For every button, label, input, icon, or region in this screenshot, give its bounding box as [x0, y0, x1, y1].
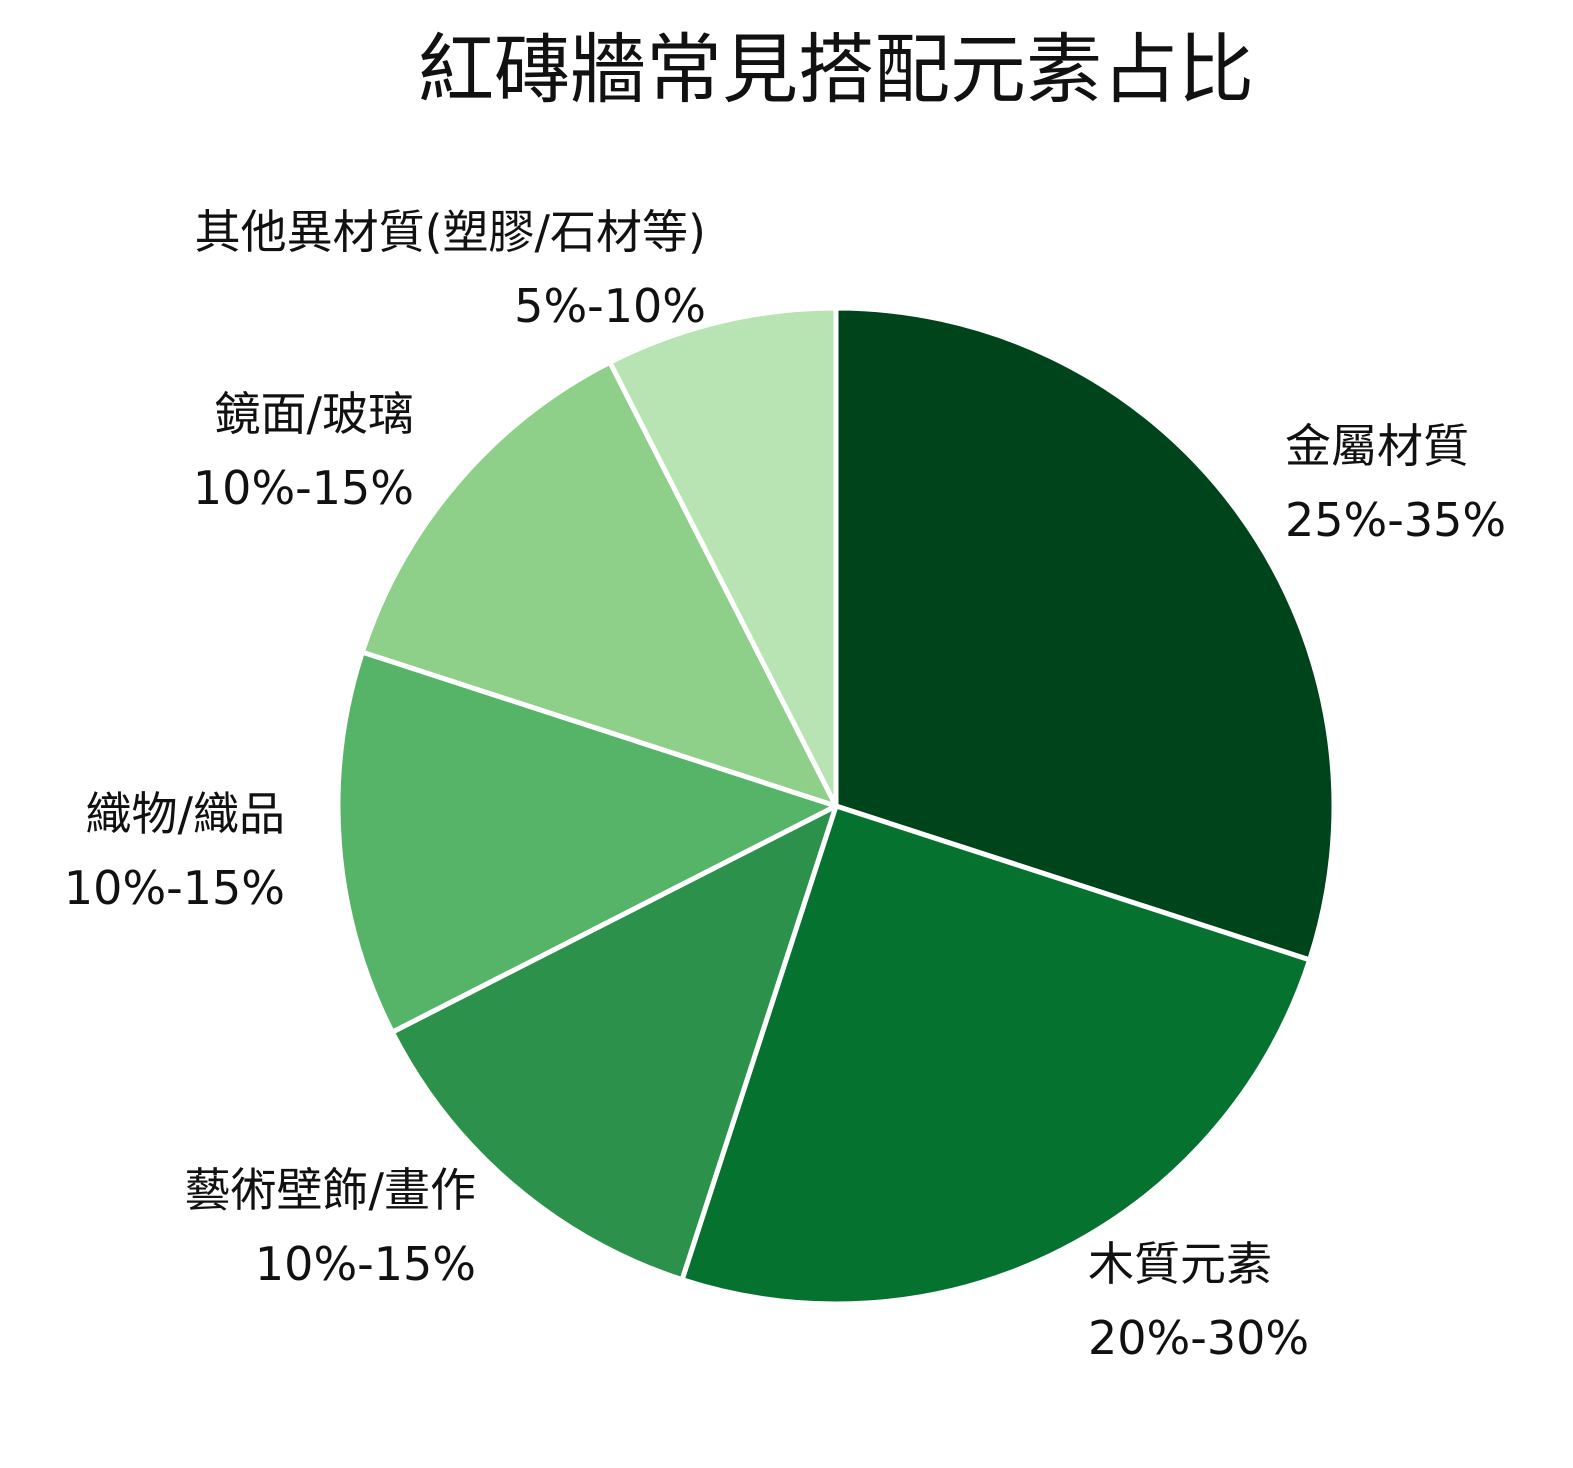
slice-label-range: 20%-30%: [1088, 1311, 1309, 1365]
chart-title: 紅磚牆常見搭配元素占比: [418, 25, 1254, 114]
pie-slice-1: [679, 803, 1313, 1307]
pie-labels: 金屬材質25%-35%木質元素20%-30%藝術壁飾/畫作10%-15%織物/織…: [64, 205, 1506, 1365]
slice-label-range: 25%-35%: [1285, 493, 1506, 547]
slice-label-name: 木質元素: [1088, 1237, 1272, 1291]
pie-slice-0: [833, 305, 1337, 963]
pie-slice-5: [607, 305, 839, 809]
slice-label-5: 其他異材質(塑膠/石材等) 5%-10%: [195, 205, 706, 333]
slice-label-range: 10%-15%: [193, 461, 414, 515]
slice-label-range: 5%-10%: [514, 279, 706, 333]
slice-label-range: 10%-15%: [255, 1237, 476, 1291]
pie-slice-2: [389, 803, 839, 1283]
slice-label-name: 織物/織品: [86, 787, 286, 841]
slice-label-3: 織物/織品 10%-15%: [64, 787, 285, 915]
slice-label-1: 木質元素 20%-30%: [1088, 1237, 1309, 1365]
slice-label-name: 鏡面/玻璃: [215, 387, 415, 441]
pie-slice-4: [359, 359, 839, 809]
slice-label-4: 鏡面/玻璃 10%-15%: [193, 387, 414, 515]
pie-slices: [335, 305, 1337, 1307]
slice-label-name: 金屬材質: [1285, 419, 1469, 473]
slice-label-0: 金屬材質 25%-35%: [1285, 419, 1506, 547]
slice-label-range: 10%-15%: [64, 861, 285, 915]
slice-label-2: 藝術壁飾/畫作 10%-15%: [185, 1163, 477, 1291]
slice-label-name: 藝術壁飾/畫作: [185, 1163, 477, 1217]
pie-slice-3: [335, 649, 839, 1035]
slice-label-name: 其他異材質(塑膠/石材等): [195, 205, 706, 259]
